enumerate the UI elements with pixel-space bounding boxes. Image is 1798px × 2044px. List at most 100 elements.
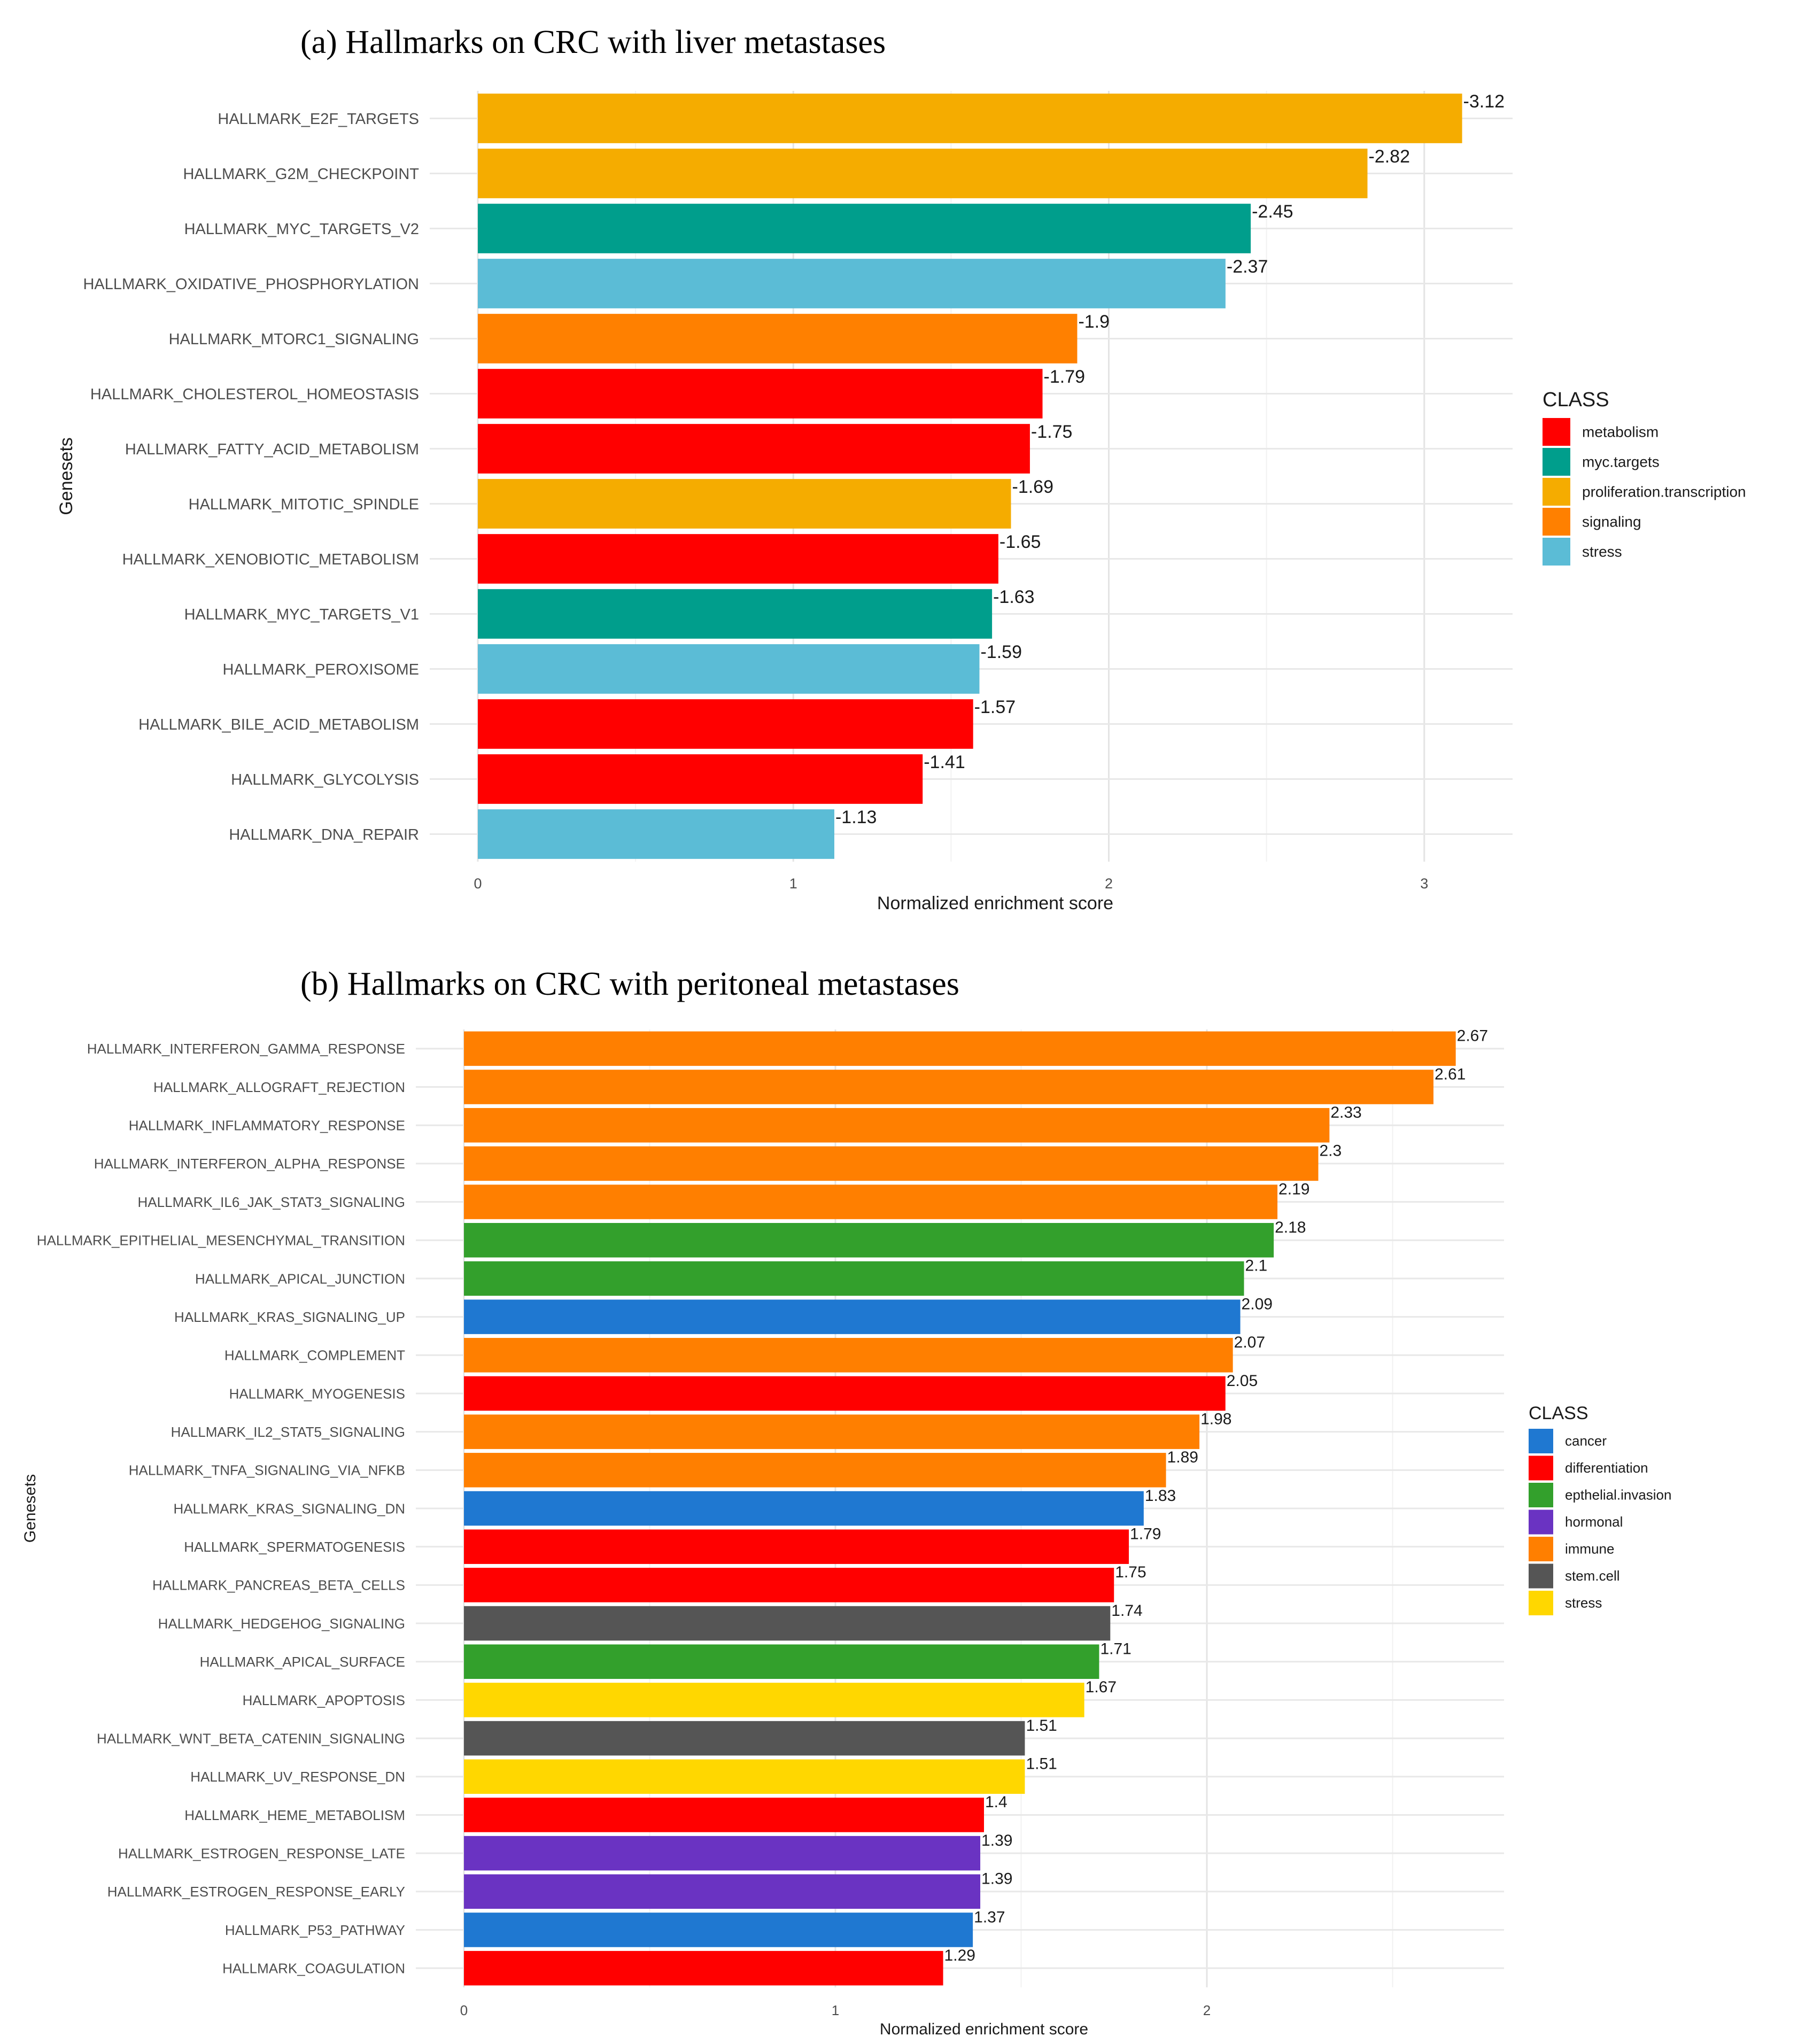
bar-value-label: -1.41 <box>924 752 965 772</box>
x-tick-label: 0 <box>460 2002 468 2018</box>
bar-chart-peritoneal: HALLMARK_INTERFERON_GAMMA_RESPONSE 2.67 HA… <box>21 1027 1671 2038</box>
bar-value-label: 1.67 <box>1086 1678 1117 1696</box>
bar <box>464 1261 1244 1296</box>
legend-label: immune <box>1565 1540 1614 1557</box>
category-label: HALLMARK_XENOBIOTIC_METABOLISM <box>122 551 419 568</box>
bar-value-label: 2.05 <box>1227 1372 1258 1390</box>
bar <box>464 1950 943 1986</box>
bar-value-label: 1.39 <box>981 1870 1012 1888</box>
bar <box>464 1299 1241 1334</box>
category-label: HALLMARK_INTERFERON_ALPHA_RESPONSE <box>94 1156 405 1172</box>
legend-swatch <box>1543 478 1570 506</box>
bar <box>478 94 1462 143</box>
bar <box>464 1146 1319 1181</box>
bar-value-label: -1.79 <box>1044 367 1086 387</box>
legend-swatch <box>1529 1537 1553 1561</box>
category-label: HALLMARK_BILE_ACID_METABOLISM <box>138 716 419 733</box>
bar-value-label: 2.61 <box>1435 1065 1466 1083</box>
bar <box>464 1874 981 1909</box>
category-label: HALLMARK_MYC_TARGETS_V2 <box>184 221 419 238</box>
bar-value-label: -1.75 <box>1031 422 1073 442</box>
category-label: HALLMARK_UV_RESPONSE_DN <box>190 1769 405 1785</box>
category-label: HALLMARK_IL2_STAT5_SIGNALING <box>171 1424 405 1440</box>
bar <box>464 1414 1200 1449</box>
category-label: HALLMARK_APOPTOSIS <box>243 1692 405 1708</box>
bar <box>464 1913 973 1947</box>
legend-label: epthelial.invasion <box>1565 1486 1671 1503</box>
bar-value-label: -1.57 <box>974 697 1016 717</box>
bar-value-label: -1.59 <box>980 642 1022 662</box>
bar-value-label: -3.12 <box>1463 91 1505 112</box>
legend-label: signaling <box>1582 513 1641 530</box>
bar-value-label: 2.67 <box>1457 1027 1488 1045</box>
chart-panel-peritoneal: (b) Hallmarks on CRC with peritoneal met… <box>0 930 1798 2044</box>
bar <box>464 1222 1274 1258</box>
bar-value-label: 2.18 <box>1275 1219 1306 1236</box>
category-label: HALLMARK_WNT_BETA_CATENIN_SIGNALING <box>97 1730 405 1746</box>
category-label: HALLMARK_GLYCOLYSIS <box>231 771 419 788</box>
bar <box>464 1491 1144 1526</box>
category-label: HALLMARK_HEME_METABOLISM <box>184 1807 405 1823</box>
bar <box>464 1759 1025 1794</box>
bar <box>478 809 834 859</box>
legend-title: CLASS <box>1543 389 1609 411</box>
legend-swatch <box>1529 1429 1553 1453</box>
bar <box>478 754 923 804</box>
category-label: HALLMARK_MYC_TARGETS_V1 <box>184 606 419 623</box>
bar <box>464 1070 1433 1104</box>
bar <box>464 1568 1114 1602</box>
category-label: HALLMARK_MTORC1_SIGNALING <box>169 331 419 348</box>
bar <box>464 1836 981 1871</box>
x-tick-label: 2 <box>1203 2002 1211 2018</box>
bar-value-label: 2.1 <box>1245 1257 1268 1275</box>
category-label: HALLMARK_G2M_CHECKPOINT <box>183 166 419 183</box>
bar-value-label: 1.29 <box>944 1947 975 1964</box>
bar-chart-liver: HALLMARK_E2F_TARGETS -3.12 HALLMARK_G2M_CH… <box>56 91 1746 913</box>
legend-title: CLASS <box>1529 1403 1588 1423</box>
bar-value-label: 1.89 <box>1167 1449 1198 1466</box>
bar-value-label: -2.45 <box>1252 202 1293 222</box>
bar <box>464 1031 1456 1066</box>
bar-value-label: 1.98 <box>1200 1410 1231 1428</box>
bar <box>464 1644 1099 1679</box>
bar-value-label: -1.65 <box>999 532 1041 552</box>
legend-label: stem.cell <box>1565 1568 1620 1584</box>
category-label: HALLMARK_HEDGEHOG_SIGNALING <box>158 1615 405 1631</box>
bar <box>478 204 1251 253</box>
category-label: HALLMARK_TNFA_SIGNALING_VIA_NFKB <box>129 1462 405 1478</box>
bar-value-label: -1.13 <box>835 807 877 827</box>
category-label: HALLMARK_DNA_REPAIR <box>229 826 419 843</box>
legend-swatch <box>1543 508 1570 536</box>
bar-value-label: 1.74 <box>1111 1602 1142 1620</box>
category-label: HALLMARK_SPERMATOGENESIS <box>184 1539 405 1555</box>
bar <box>478 149 1368 198</box>
legend-label: proliferation.transcription <box>1582 483 1746 500</box>
bar <box>464 1184 1278 1219</box>
legend-label: metabolism <box>1582 423 1658 440</box>
category-label: HALLMARK_ESTROGEN_RESPONSE_LATE <box>118 1845 405 1861</box>
x-tick-label: 1 <box>832 2002 839 2018</box>
bar-value-label: 1.51 <box>1026 1717 1057 1735</box>
bar-value-label: 2.3 <box>1320 1142 1342 1160</box>
x-tick-label: 1 <box>789 876 797 892</box>
category-label: HALLMARK_COMPLEMENT <box>224 1348 405 1364</box>
bar-value-label: 1.39 <box>981 1832 1012 1849</box>
category-label: HALLMARK_OXIDATIVE_PHOSPHORYLATION <box>83 276 419 293</box>
bar <box>464 1376 1226 1411</box>
bar <box>464 1683 1084 1717</box>
bar <box>464 1338 1233 1373</box>
y-axis-title: Genesets <box>21 1474 39 1543</box>
bar <box>478 314 1078 363</box>
legend-label: myc.targets <box>1582 453 1660 470</box>
category-label: HALLMARK_P53_PATHWAY <box>225 1922 405 1938</box>
bar <box>478 259 1226 308</box>
bar-value-label: 1.83 <box>1145 1487 1176 1505</box>
legend-swatch <box>1529 1563 1553 1589</box>
bar <box>478 534 998 584</box>
bar-value-label: 1.79 <box>1130 1525 1161 1543</box>
category-label: HALLMARK_PEROXISOME <box>223 661 419 678</box>
bar-value-label: 1.51 <box>1026 1755 1057 1773</box>
bar <box>478 424 1030 474</box>
category-label: HALLMARK_INFLAMMATORY_RESPONSE <box>129 1118 405 1134</box>
legend-swatch <box>1543 538 1570 566</box>
